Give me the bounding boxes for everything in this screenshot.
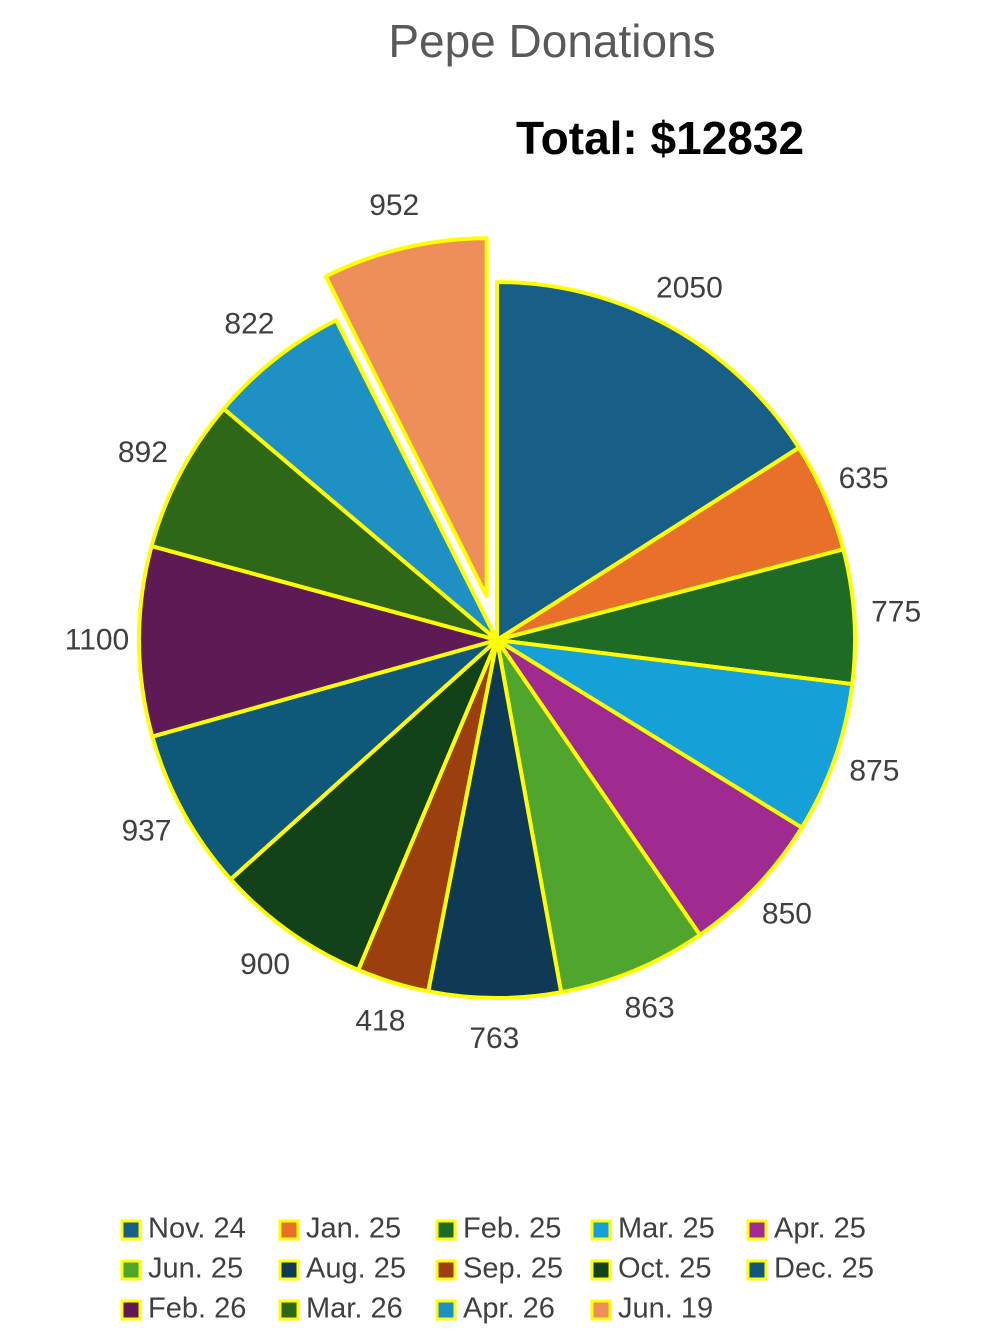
legend-swatch <box>590 1219 612 1241</box>
legend-label: Apr. 25 <box>774 1213 866 1245</box>
data-label: 822 <box>224 308 274 341</box>
pie-slice <box>137 544 499 739</box>
data-label: 900 <box>240 948 290 981</box>
data-label: 850 <box>762 897 812 930</box>
legend-label: Dec. 25 <box>774 1253 874 1285</box>
data-label: 418 <box>355 1005 405 1038</box>
legend-label: Mar. 25 <box>618 1213 715 1245</box>
legend-swatch <box>120 1259 142 1281</box>
data-label: 875 <box>849 754 899 787</box>
legend-swatch <box>435 1219 457 1241</box>
legend-label: Jan. 25 <box>306 1213 401 1245</box>
legend-swatch <box>435 1299 457 1321</box>
data-label: 775 <box>871 595 921 628</box>
legend-swatch <box>278 1259 300 1281</box>
legend-swatch <box>120 1299 142 1321</box>
pie-slice <box>495 638 702 995</box>
pie-slice <box>495 638 855 830</box>
pie-slice <box>150 638 499 882</box>
legend-label: Nov. 24 <box>148 1213 246 1245</box>
legend-label: Mar. 26 <box>306 1293 403 1325</box>
legend-label: Feb. 25 <box>463 1213 561 1245</box>
pie-slice <box>149 406 499 642</box>
legend-swatch <box>435 1259 457 1281</box>
legend-swatch <box>278 1219 300 1241</box>
pie-slice <box>426 638 564 1000</box>
annotation: Total: $12832 <box>516 112 804 164</box>
pie-slice <box>228 638 499 973</box>
legend-swatch <box>746 1219 768 1241</box>
data-label: 1100 <box>65 623 130 656</box>
legend-label: Feb. 26 <box>148 1293 246 1325</box>
pie-slice <box>495 280 801 642</box>
legend-label: Apr. 26 <box>463 1293 555 1325</box>
legend-swatch <box>590 1259 612 1281</box>
legend-label: Sep. 25 <box>463 1253 563 1285</box>
data-label: 892 <box>118 436 168 469</box>
data-label: 863 <box>625 992 675 1025</box>
legend-swatch <box>590 1299 612 1321</box>
pie-slice <box>495 638 804 937</box>
legend-label: Oct. 25 <box>618 1253 712 1285</box>
legend-label: Aug. 25 <box>306 1253 406 1285</box>
data-label: 635 <box>839 462 889 495</box>
data-label: 952 <box>369 189 419 222</box>
chart-title: Pepe Donations <box>388 15 715 67</box>
legend-swatch <box>278 1299 300 1321</box>
data-label: 937 <box>121 815 171 848</box>
data-label: 763 <box>469 1022 519 1055</box>
legend-label: Jun. 25 <box>148 1253 243 1285</box>
pie-slice <box>323 236 489 599</box>
data-label: 2050 <box>656 271 723 304</box>
legend-swatch <box>746 1259 768 1281</box>
pie-slice <box>221 318 499 642</box>
legend-label: Jun. 19 <box>618 1293 713 1325</box>
legend-swatch <box>120 1219 142 1241</box>
